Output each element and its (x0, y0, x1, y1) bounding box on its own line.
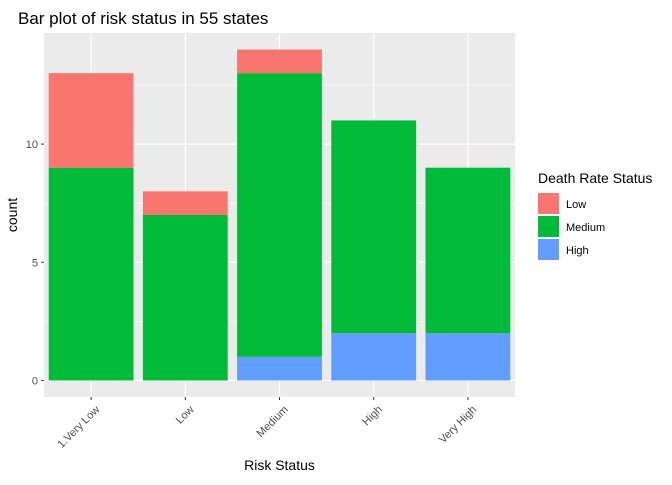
bar-segment (425, 167, 511, 334)
x-tick-label: 1.Very Low (55, 404, 102, 451)
y-tick-label: 5 (32, 257, 38, 269)
x-tick-label: High (360, 404, 384, 428)
y-tick-label: 10 (26, 139, 38, 151)
bar-segment (331, 120, 417, 334)
bar-segment (48, 167, 134, 381)
bar-segment (48, 73, 134, 168)
legend-swatch (538, 193, 559, 214)
y-axis-title: count (4, 198, 20, 232)
bar-segment (237, 49, 322, 74)
legend-swatch (538, 239, 559, 260)
legend-label: Low (566, 199, 586, 211)
bar-segment (142, 215, 228, 381)
x-axis: 1.Very Low Low Medium High Very High (55, 397, 479, 451)
x-tick-label: Low (174, 404, 197, 427)
legend-title: Death Rate Status (538, 170, 652, 186)
bar-segment (331, 333, 417, 381)
chart-title: Bar plot of risk status in 55 states (18, 9, 268, 28)
legend: Death Rate Status Low Medium High (538, 170, 652, 260)
bar-segment (237, 73, 322, 357)
legend-swatch (538, 216, 559, 237)
bar-segment (425, 333, 511, 381)
x-axis-title: Risk Status (244, 457, 315, 473)
bar-segment (237, 356, 322, 381)
y-tick-label: 0 (32, 375, 38, 387)
bar-segment (142, 191, 228, 215)
legend-label: Medium (566, 222, 605, 234)
y-axis: 0 5 10 (26, 139, 44, 387)
bars (48, 49, 511, 381)
x-tick-label: Very High (437, 404, 479, 446)
x-tick-label: Medium (255, 404, 291, 440)
legend-label: High (566, 245, 589, 257)
legend-items: Low Medium High (538, 193, 605, 260)
